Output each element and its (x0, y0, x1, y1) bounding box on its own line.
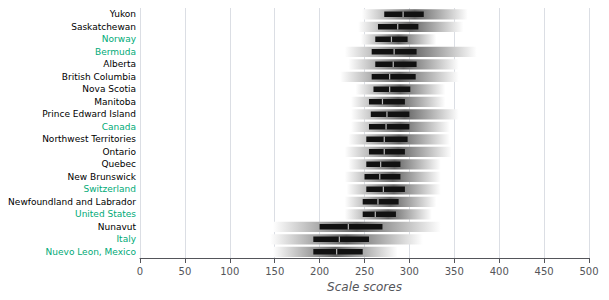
svg-text:0: 0 (137, 266, 143, 277)
svg-text:100: 100 (220, 266, 239, 277)
svg-text:400: 400 (490, 266, 509, 277)
svg-text:Italy: Italy (116, 234, 136, 244)
svg-text:Yukon: Yukon (109, 9, 136, 19)
svg-text:200: 200 (310, 266, 329, 277)
svg-text:Saskatchewan: Saskatchewan (71, 22, 136, 32)
svg-text:Northwest Territories: Northwest Territories (42, 134, 136, 144)
svg-text:Alberta: Alberta (103, 59, 136, 69)
svg-text:Nova Scotia: Nova Scotia (82, 84, 136, 94)
svg-text:Norway: Norway (102, 34, 137, 44)
svg-text:Prince Edward Island: Prince Edward Island (42, 109, 136, 119)
svg-text:250: 250 (355, 266, 374, 277)
svg-text:British Columbia: British Columbia (62, 72, 136, 82)
svg-text:Nuevo Leon, Mexico: Nuevo Leon, Mexico (46, 247, 137, 257)
svg-text:Newfoundland and Labrador: Newfoundland and Labrador (8, 197, 136, 207)
svg-text:Switzerland: Switzerland (84, 184, 137, 194)
svg-text:Bermuda: Bermuda (95, 47, 136, 57)
svg-text:United States: United States (75, 209, 136, 219)
svg-text:150: 150 (265, 266, 284, 277)
svg-text:Nunavut: Nunavut (98, 222, 137, 232)
svg-text:Quebec: Quebec (101, 159, 136, 169)
svg-text:Canada: Canada (102, 122, 136, 132)
svg-text:300: 300 (400, 266, 419, 277)
svg-text:New Brunswick: New Brunswick (68, 172, 137, 182)
svg-text:Manitoba: Manitoba (94, 97, 136, 107)
svg-text:Ontario: Ontario (102, 147, 136, 157)
svg-text:Scale scores: Scale scores (327, 280, 402, 294)
svg-text:50: 50 (179, 266, 192, 277)
svg-text:350: 350 (445, 266, 464, 277)
svg-text:500: 500 (579, 266, 598, 277)
svg-text:450: 450 (535, 266, 554, 277)
